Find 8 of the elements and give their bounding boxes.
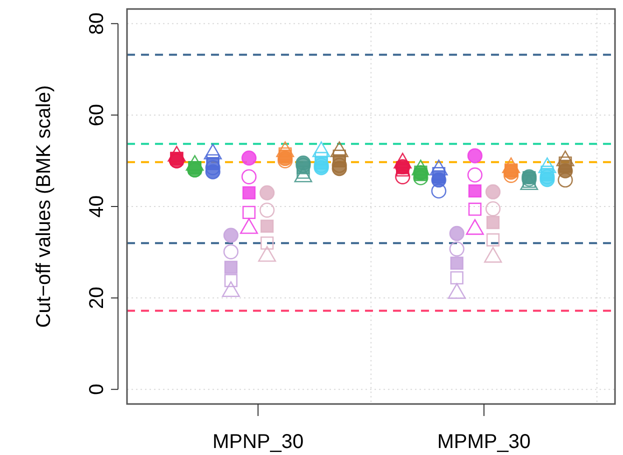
y-axis-title: Cut−off values (BMK scale) (33, 85, 55, 328)
x-tick-label: MPMP_30 (437, 431, 531, 453)
y-tick-label: 40 (86, 195, 108, 218)
y-tick-label: 60 (86, 104, 108, 126)
y-tick-label: 80 (86, 12, 108, 35)
y-tick-label: 0 (86, 384, 108, 395)
y-tick-label: 20 (86, 286, 108, 310)
x-tick-label: MPNP_30 (212, 431, 304, 453)
